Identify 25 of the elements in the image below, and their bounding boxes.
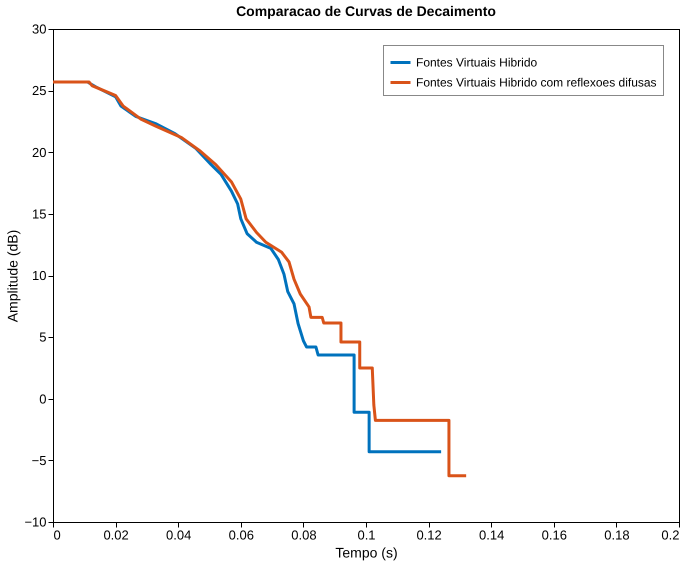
y-tick-label: −10 bbox=[24, 514, 46, 530]
y-tick-label: −5 bbox=[32, 452, 46, 468]
x-tick-label: 0.04 bbox=[166, 528, 192, 542]
x-tick-label: 0.1 bbox=[357, 528, 376, 542]
y-tick-label: 30 bbox=[32, 22, 46, 36]
x-tick-label: 0.02 bbox=[103, 528, 129, 542]
x-tick-label: 0.16 bbox=[542, 528, 567, 542]
x-tick-label: 0.18 bbox=[604, 528, 630, 542]
x-tick-label: 0.2 bbox=[661, 528, 680, 542]
y-axis-title: Amplitude (dB) bbox=[4, 230, 20, 322]
y-tick-label: 5 bbox=[39, 330, 46, 345]
x-tick-label: 0.08 bbox=[291, 528, 317, 542]
x-tick-label: 0 bbox=[54, 528, 61, 542]
x-tick-label: 0.12 bbox=[416, 528, 442, 542]
x-tick-label: 0.14 bbox=[479, 528, 504, 542]
y-tick-label: 10 bbox=[32, 268, 46, 283]
legend-label: Fontes Virtuais Hibrido bbox=[416, 56, 538, 70]
y-tick-label: 20 bbox=[32, 144, 46, 160]
legend-label: Fontes Virtuais Hibrido com reflexoes difusas bbox=[416, 76, 657, 90]
y-tick-label: 0 bbox=[39, 391, 46, 406]
y-tick-label: 25 bbox=[32, 83, 46, 98]
y-tick-label: 15 bbox=[32, 206, 46, 222]
x-tick-label: 0.06 bbox=[228, 528, 254, 542]
x-axis-title: Tempo (s) bbox=[335, 544, 398, 560]
chart-title: Comparacao de Curvas de Decaimento bbox=[236, 3, 496, 19]
